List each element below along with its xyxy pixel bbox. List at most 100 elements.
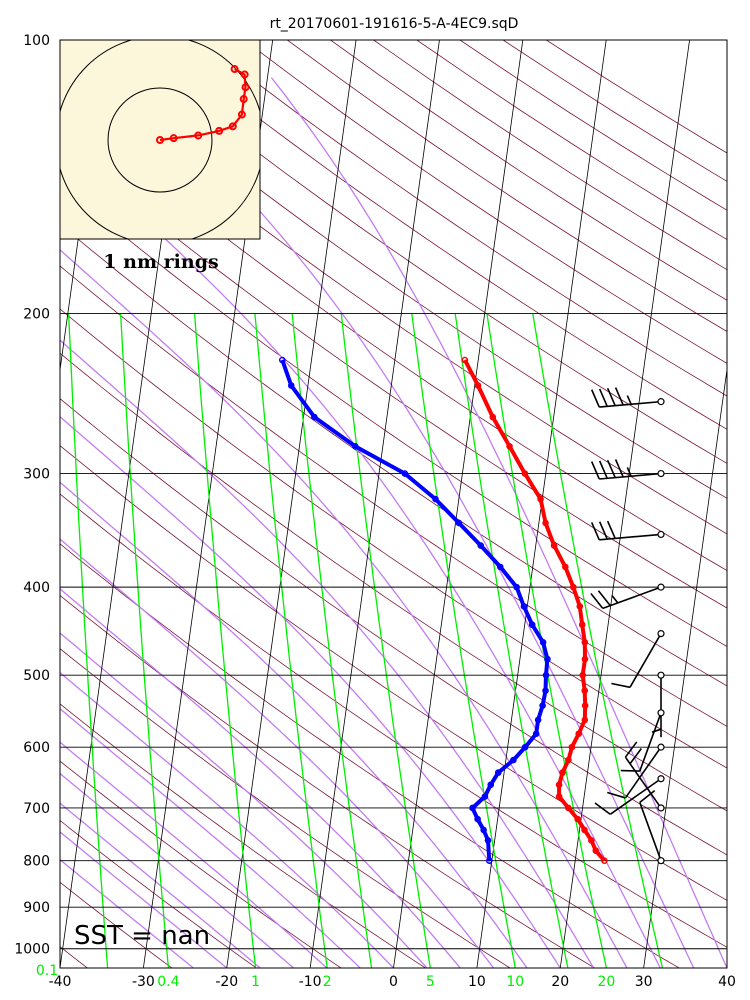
hodograph-trace — [159, 68, 247, 142]
wind-barbs — [590, 387, 665, 865]
moist-adiabat — [60, 248, 628, 968]
dewpoint-point — [432, 495, 439, 503]
temperature-point — [601, 857, 608, 864]
mixing-ratio-label: 20 — [598, 974, 616, 990]
temperature-point — [461, 356, 469, 364]
dewpoint-point — [311, 413, 318, 421]
x-tick-label: 0 — [389, 974, 398, 990]
dewpoint-point — [477, 542, 485, 549]
dry-adiabat — [60, 352, 727, 812]
hodograph-ring-label: 1 nm rings — [103, 251, 218, 273]
temperature-point — [568, 743, 576, 751]
dry-adiabat — [60, 308, 727, 769]
wind-barb — [639, 789, 665, 865]
dewpoint-point — [481, 793, 489, 800]
temperature-point — [592, 847, 600, 854]
temperature-point — [555, 793, 563, 800]
temperature-point — [506, 443, 513, 450]
moist-adiabat — [270, 77, 727, 968]
x-tick-label: -10 — [299, 974, 322, 990]
y-tick-label: 800 — [23, 854, 50, 870]
wind-barb — [590, 520, 665, 541]
dry-adiabat — [60, 398, 727, 856]
temperature-point — [578, 621, 586, 629]
moist-adiabat — [60, 741, 328, 968]
temperature-point — [555, 781, 563, 789]
plot-frame — [59, 39, 728, 969]
mixing-ratio-label: 1 — [251, 974, 260, 990]
dewpoint-point — [494, 769, 502, 776]
moist-adiabat — [60, 707, 361, 968]
moist-adiabat — [60, 481, 528, 968]
hodograph-point — [169, 134, 178, 143]
dry-adiabat — [60, 594, 595, 968]
x-tick-label: 10 — [468, 974, 486, 990]
y-axis-ticks: 100 200 300 400 500 600 700 800 900 1000 — [14, 33, 50, 958]
dry-adiabat — [71, 40, 727, 499]
hodograph-point — [194, 131, 203, 140]
moist-adiabat — [60, 858, 194, 968]
mixing-ratio-label: 2 — [323, 974, 332, 990]
temperature-point — [581, 638, 589, 646]
dewpoint-point — [486, 857, 493, 864]
temperature-point — [561, 563, 569, 571]
mixing-ratio-line — [486, 313, 608, 968]
mixing-ratio-line — [67, 313, 109, 968]
dry-adiabat — [60, 445, 727, 901]
mixing-ratio-line — [254, 313, 328, 968]
dewpoint-point — [542, 687, 549, 694]
isotherm — [643, 366, 727, 968]
dewpoint-point — [487, 781, 495, 789]
dewpoint-line — [280, 359, 550, 861]
dry-adiabat — [60, 66, 727, 535]
moist-adiabat — [129, 77, 695, 968]
dry-adiabat — [60, 493, 727, 948]
moist-adiabat — [60, 831, 228, 968]
moist-adiabat — [60, 772, 294, 968]
temperature-point — [521, 470, 529, 477]
x-tick-label: 20 — [551, 974, 569, 990]
temperature-point — [565, 804, 572, 812]
dry-adiabat — [0, 40, 3, 968]
isotherm — [726, 965, 727, 968]
temperature-point — [570, 583, 577, 591]
x-tick-label: -40 — [49, 974, 72, 990]
hodograph-inset — [59, 39, 261, 240]
temperature-point — [581, 702, 589, 709]
profiles — [278, 356, 608, 864]
temperature-point — [574, 815, 581, 823]
dewpoint-point — [521, 743, 529, 751]
dewpoint-point — [510, 756, 517, 764]
hodograph-point — [239, 95, 248, 104]
dry-adiabat — [114, 40, 727, 464]
mixing-ratio-label: 10 — [506, 974, 524, 990]
hodograph-point — [215, 126, 224, 135]
hodograph-point — [240, 70, 249, 79]
mixing-ratio-label: 0.4 — [157, 974, 179, 990]
y-tick-label: 1000 — [14, 942, 50, 958]
wind-barb — [594, 775, 665, 815]
temperature-point — [550, 542, 558, 549]
isotherm — [393, 40, 524, 968]
mixing-ratio-line — [119, 313, 170, 968]
hodograph-point — [237, 110, 246, 119]
dry-adiabat — [243, 40, 727, 364]
sst-annotation: SST = nan — [74, 921, 210, 951]
mixing-ratio-line — [532, 313, 664, 968]
hodograph-point — [230, 65, 239, 74]
y-tick-label: 400 — [23, 580, 50, 596]
dewpoint-point — [534, 716, 542, 724]
temperature-point — [579, 671, 587, 679]
dry-adiabat — [60, 143, 727, 609]
dry-adiabat — [373, 40, 727, 271]
temperature-point — [575, 730, 583, 738]
dewpoint-point — [278, 356, 286, 364]
y-tick-label: 700 — [23, 801, 50, 817]
temperature-point — [559, 769, 566, 776]
temperature-point — [581, 687, 589, 694]
x-axis-ticks: -40 -30 -20 -10 0 10 20 30 40 — [49, 974, 736, 990]
dewpoint-point — [455, 519, 463, 527]
dry-adiabat — [200, 40, 727, 397]
dry-adiabat — [60, 881, 173, 968]
